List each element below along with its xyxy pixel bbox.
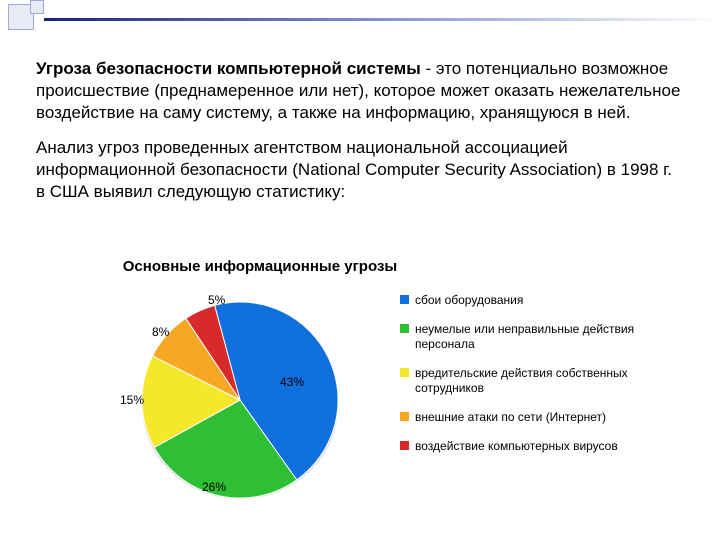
legend-label: вредительские действия собственных сотру… xyxy=(415,366,660,396)
legend-swatch xyxy=(400,368,409,377)
legend-item: внешние атаки по сети (Интернет) xyxy=(400,410,660,425)
slice-percent-label: 5% xyxy=(208,293,225,307)
slice-percent-label: 26% xyxy=(202,480,226,494)
paragraph-definition: Угроза безопасности компьютерной системы… xyxy=(36,58,684,123)
slide-top-border xyxy=(0,0,720,26)
slice-percent-label: 8% xyxy=(152,325,169,339)
term-bold: Угроза безопасности компьютерной системы xyxy=(36,59,421,78)
decor-square-small xyxy=(30,0,44,14)
border-stripe xyxy=(0,0,720,26)
pie-chart: 43% 26% 15% 8% 5% xyxy=(90,285,370,505)
legend-item: воздействие компьютерных вирусов xyxy=(400,439,660,454)
legend-label: неумелые или неправильные действия персо… xyxy=(415,322,660,352)
chart-title: Основные информационные угрозы xyxy=(90,258,430,275)
slide-text-block: Угроза безопасности компьютерной системы… xyxy=(36,58,684,217)
chart-legend: сбои оборудования неумелые или неправильн… xyxy=(400,293,660,468)
legend-label: внешние атаки по сети (Интернет) xyxy=(415,410,606,425)
legend-swatch xyxy=(400,412,409,421)
legend-label: сбои оборудования xyxy=(415,293,523,308)
legend-label: воздействие компьютерных вирусов xyxy=(415,439,618,454)
legend-swatch xyxy=(400,441,409,450)
legend-swatch xyxy=(400,324,409,333)
legend-swatch xyxy=(400,295,409,304)
slice-percent-label: 15% xyxy=(120,393,144,407)
slice-percent-label: 43% xyxy=(280,375,304,389)
paragraph-analysis: Анализ угроз проведенных агентством наци… xyxy=(36,137,684,202)
chart-container: Основные информационные угрозы 43% 26% 15%… xyxy=(90,258,690,505)
legend-item: вредительские действия собственных сотру… xyxy=(400,366,660,396)
legend-item: неумелые или неправильные действия персо… xyxy=(400,322,660,352)
legend-item: сбои оборудования xyxy=(400,293,660,308)
